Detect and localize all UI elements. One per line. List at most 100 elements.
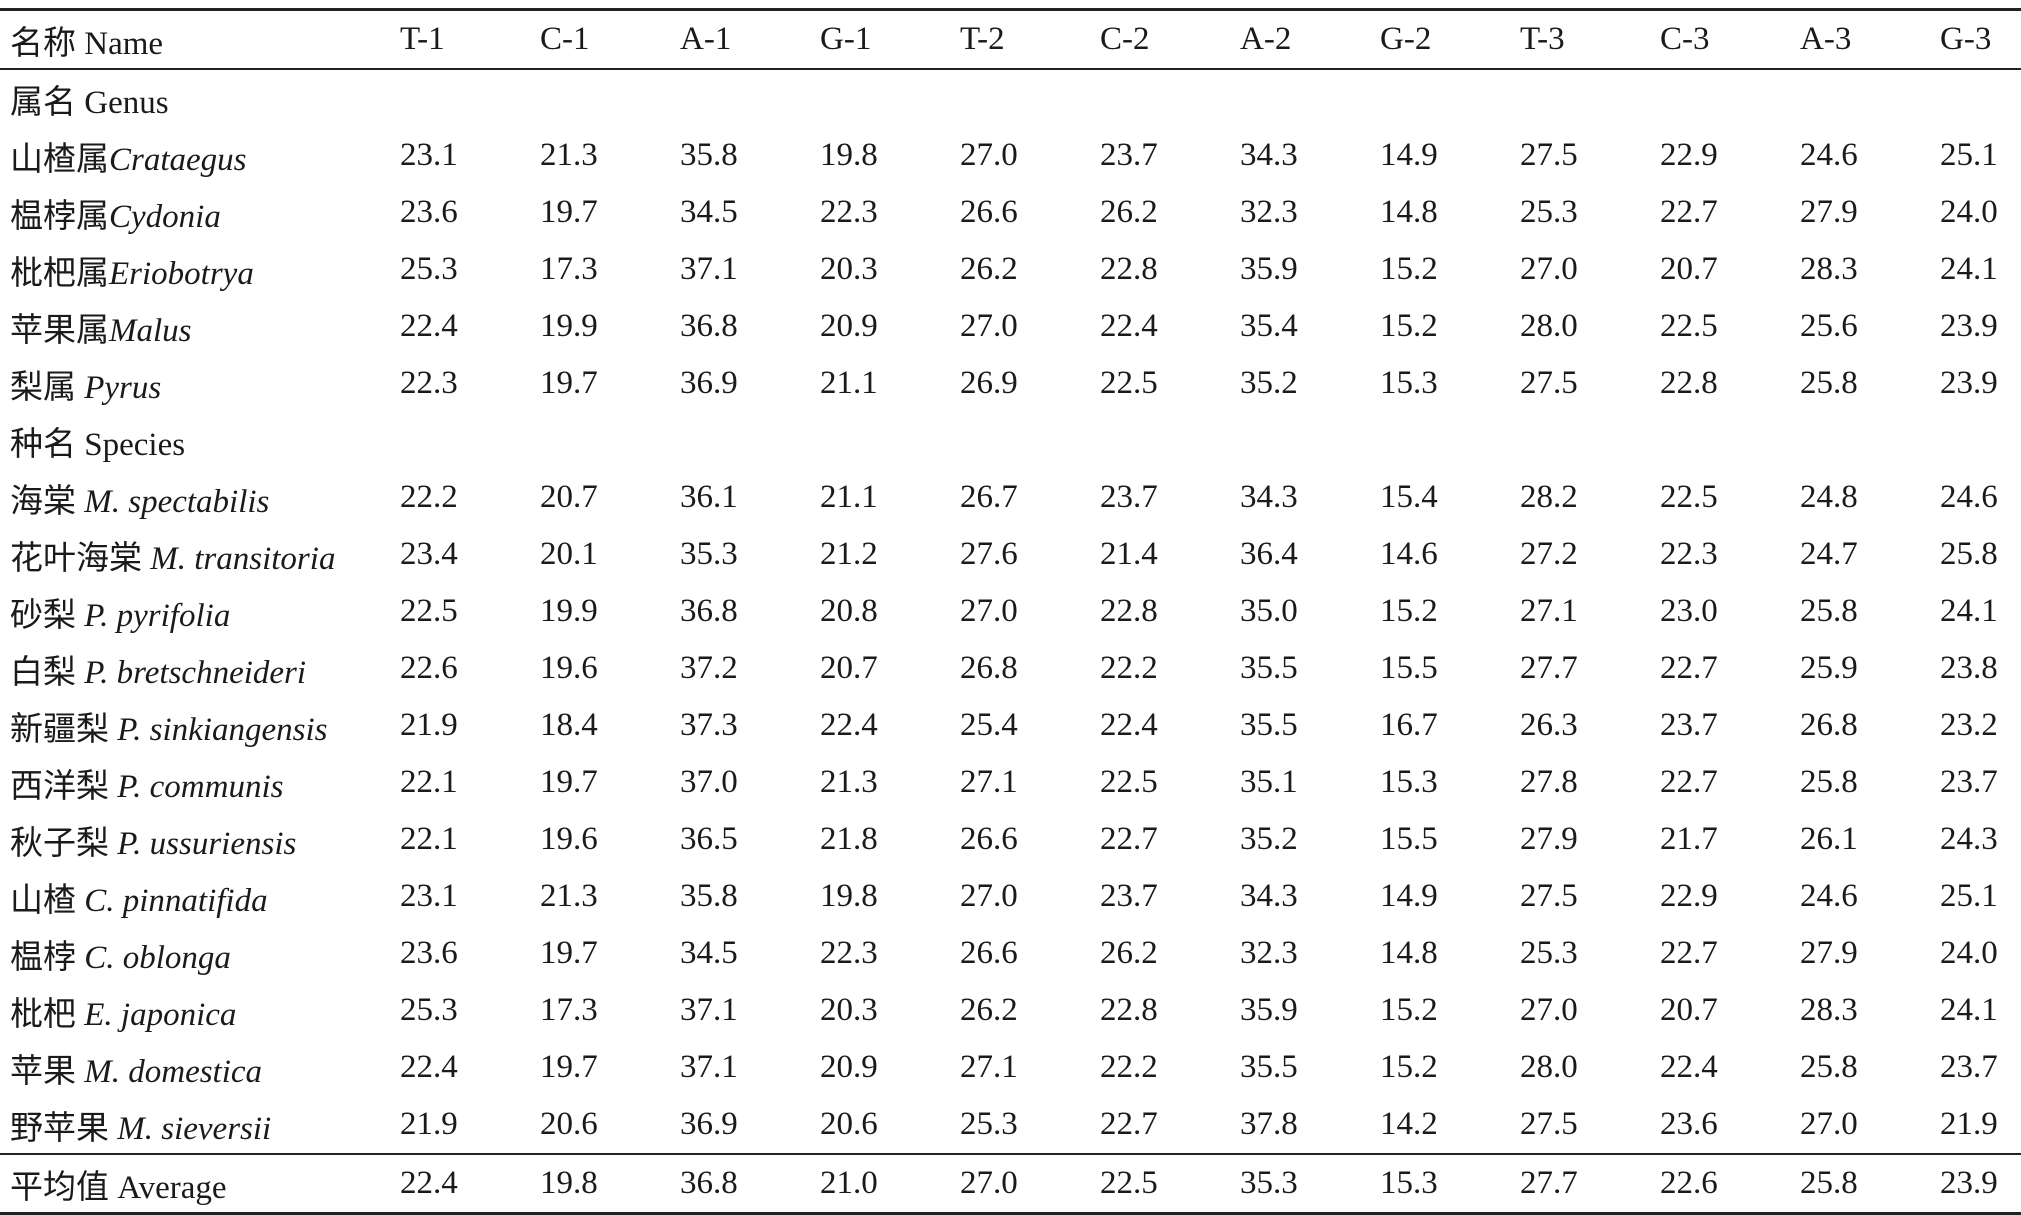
- empty-cell: [540, 412, 680, 469]
- value-cell: 36.8: [680, 308, 738, 344]
- row-name: 新疆梨 P. sinkiangensis: [0, 697, 400, 754]
- value-cell: 27.1: [960, 764, 1018, 800]
- scientific-name: C. pinnatifida: [84, 882, 268, 919]
- value-cell: 26.1: [1800, 821, 1858, 857]
- value-cell: 19.9: [540, 593, 598, 629]
- value-cell: 22.4: [1100, 308, 1158, 344]
- empty-cell: [1380, 69, 1520, 127]
- row-name: 梨属 Pyrus: [0, 355, 400, 412]
- value-cell: 34.3: [1240, 479, 1298, 515]
- value-cell: 36.9: [680, 365, 738, 401]
- scientific-name: P. bretschneideri: [84, 654, 307, 691]
- value-cell: 32.3: [1240, 194, 1298, 230]
- table-row: 苹果 M. domestica 22.4 19.7 37.1 20.9 27.1 22.2 3…: [0, 1039, 2021, 1096]
- value-cell: 23.7: [1100, 137, 1158, 173]
- value-cell: 15.3: [1380, 365, 1438, 401]
- value-cell: 15.2: [1380, 992, 1438, 1028]
- value-cell: 14.8: [1380, 935, 1438, 971]
- value-cell: 27.2: [1520, 536, 1578, 572]
- value-cell: 27.9: [1520, 821, 1578, 857]
- value-cell: 22.4: [400, 1049, 458, 1085]
- section-label: 种名 Species: [10, 426, 186, 463]
- scientific-name: Cydonia: [109, 198, 221, 235]
- table-row: 枇杷属Eriobotrya 25.3 17.3 37.1 20.3 26.2 22.8 35.…: [0, 241, 2021, 298]
- value-cell: 20.8: [820, 593, 878, 629]
- value-cell: 22.4: [1100, 707, 1158, 743]
- chinese-name: 榅桲: [10, 939, 85, 976]
- value-cell: 23.6: [400, 935, 458, 971]
- average-value-cell: 21.0: [820, 1165, 878, 1201]
- value-cell: 18.4: [540, 707, 598, 743]
- row-name: 榅桲 C. oblonga: [0, 925, 400, 982]
- scientific-name: P. sinkiangensis: [117, 711, 328, 748]
- value-cell: 25.8: [1800, 365, 1858, 401]
- value-cell: 14.9: [1380, 878, 1438, 914]
- value-cell: 22.5: [1660, 308, 1718, 344]
- value-cell: 22.9: [1660, 137, 1718, 173]
- value-cell: 23.7: [1940, 764, 1998, 800]
- value-cell: 27.6: [960, 536, 1018, 572]
- value-cell: 37.3: [680, 707, 738, 743]
- value-cell: 37.0: [680, 764, 738, 800]
- scientific-name: P. ussuriensis: [117, 825, 297, 862]
- average-value-cell: 35.3: [1240, 1165, 1298, 1201]
- value-cell: 20.6: [820, 1106, 878, 1142]
- column-header-t-2: T-2: [960, 21, 1005, 57]
- value-cell: 27.0: [960, 878, 1018, 914]
- value-cell: 27.0: [1800, 1106, 1858, 1142]
- value-cell: 23.1: [400, 878, 458, 914]
- value-cell: 22.4: [400, 308, 458, 344]
- value-cell: 37.8: [1240, 1106, 1298, 1142]
- value-cell: 15.5: [1380, 650, 1438, 686]
- value-cell: 32.3: [1240, 935, 1298, 971]
- value-cell: 15.3: [1380, 764, 1438, 800]
- value-cell: 26.6: [960, 935, 1018, 971]
- value-cell: 35.0: [1240, 593, 1298, 629]
- value-cell: 24.0: [1940, 194, 1998, 230]
- chinese-name: 新疆梨: [10, 711, 118, 748]
- value-cell: 22.3: [400, 365, 458, 401]
- scientific-name: M. domestica: [84, 1053, 263, 1090]
- value-cell: 28.2: [1520, 479, 1578, 515]
- chinese-name: 榅桲属: [10, 198, 109, 235]
- value-cell: 22.3: [820, 194, 878, 230]
- value-cell: 19.7: [540, 194, 598, 230]
- value-cell: 25.3: [1520, 194, 1578, 230]
- empty-cell: [1240, 69, 1380, 127]
- value-cell: 21.3: [820, 764, 878, 800]
- value-cell: 35.3: [680, 536, 738, 572]
- value-cell: 36.5: [680, 821, 738, 857]
- empty-cell: [1520, 412, 1660, 469]
- value-cell: 25.8: [1800, 593, 1858, 629]
- scientific-name: M. sieversii: [117, 1110, 272, 1147]
- value-cell: 27.1: [1520, 593, 1578, 629]
- value-cell: 26.9: [960, 365, 1018, 401]
- value-cell: 24.7: [1800, 536, 1858, 572]
- value-cell: 22.8: [1100, 593, 1158, 629]
- value-cell: 23.6: [1660, 1106, 1718, 1142]
- value-cell: 27.1: [960, 1049, 1018, 1085]
- value-cell: 35.2: [1240, 365, 1298, 401]
- value-cell: 20.1: [540, 536, 598, 572]
- row-name: 西洋梨 P. communis: [0, 754, 400, 811]
- value-cell: 21.9: [400, 707, 458, 743]
- row-name: 海棠 M. spectabilis: [0, 469, 400, 526]
- value-cell: 26.2: [1100, 194, 1158, 230]
- chinese-name: 海棠: [10, 483, 85, 520]
- value-cell: 25.1: [1940, 878, 1998, 914]
- value-cell: 23.1: [400, 137, 458, 173]
- value-cell: 21.8: [820, 821, 878, 857]
- value-cell: 23.7: [1660, 707, 1718, 743]
- value-cell: 34.5: [680, 935, 738, 971]
- value-cell: 34.3: [1240, 878, 1298, 914]
- value-cell: 21.4: [1100, 536, 1158, 572]
- value-cell: 20.9: [820, 308, 878, 344]
- chinese-name: 西洋梨: [10, 768, 118, 805]
- value-cell: 25.3: [1520, 935, 1578, 971]
- scientific-name: E. japonica: [84, 996, 237, 1033]
- chinese-name: 秋子梨: [10, 825, 118, 862]
- table-row: 榅桲 C. oblonga 23.6 19.7 34.5 22.3 26.6 26.2 32.…: [0, 925, 2021, 982]
- column-header-c-1: C-1: [540, 21, 590, 57]
- value-cell: 26.8: [1800, 707, 1858, 743]
- value-cell: 21.1: [820, 479, 878, 515]
